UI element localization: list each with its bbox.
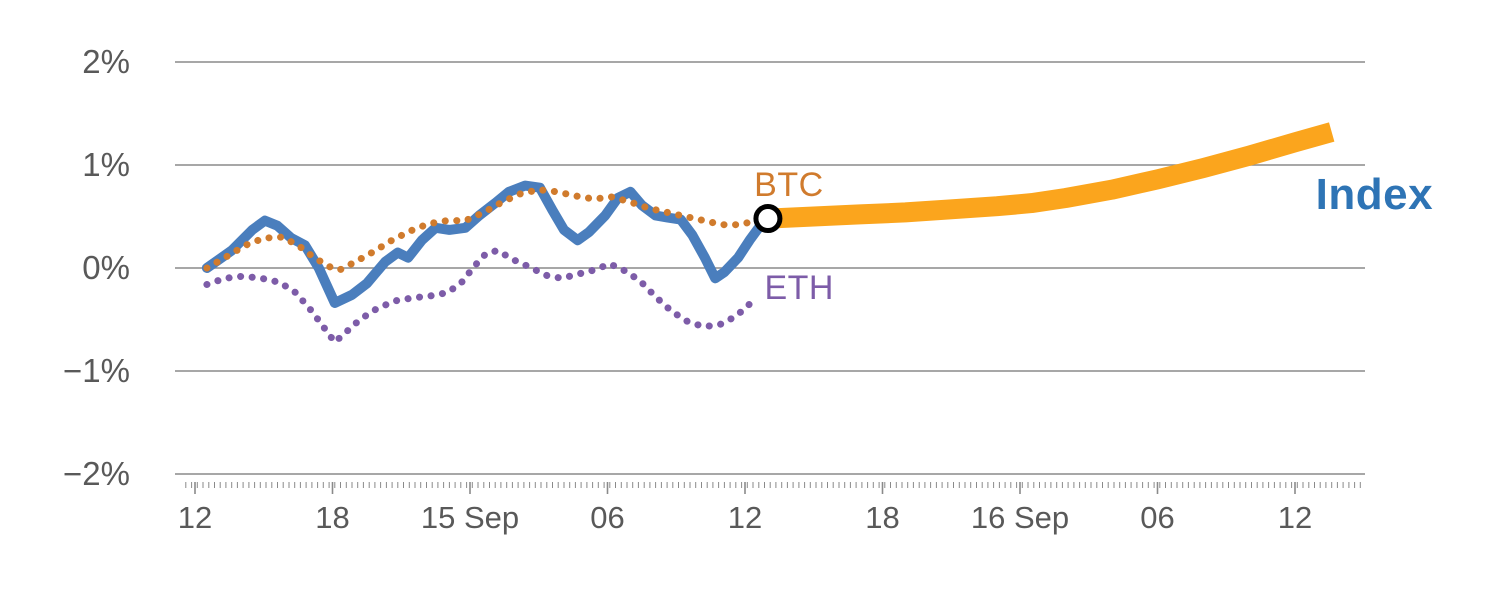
x-tick-label: 18 — [315, 500, 349, 535]
y-tick-label: 2% — [82, 43, 130, 80]
x-tick-label: 12 — [1278, 500, 1312, 535]
y-tick-label: −1% — [63, 352, 130, 389]
x-tick-label: 12 — [728, 500, 762, 535]
series-label-eth: ETH — [764, 269, 834, 308]
x-tick-label: 06 — [590, 500, 624, 535]
x-axis-minor-ticks — [185, 482, 1361, 488]
series-eth-line — [203, 247, 756, 346]
series-forecast-line — [767, 122, 1335, 229]
x-tick-label: 18 — [865, 500, 899, 535]
x-tick-label: 06 — [1140, 500, 1174, 535]
series-label-btc: BTC — [754, 166, 824, 205]
x-tick-label: 15 Sep — [421, 500, 519, 535]
y-tick-label: 1% — [82, 146, 130, 183]
y-tick-label: −2% — [63, 455, 130, 492]
series-label-index: Index — [1315, 169, 1434, 219]
x-tick-label: 12 — [178, 500, 212, 535]
series-index-line — [201, 180, 773, 308]
current-point-marker — [753, 204, 783, 234]
y-tick-label: 0% — [82, 249, 130, 286]
series-btc-line — [203, 186, 763, 274]
x-tick-label: 16 Sep — [971, 500, 1069, 535]
